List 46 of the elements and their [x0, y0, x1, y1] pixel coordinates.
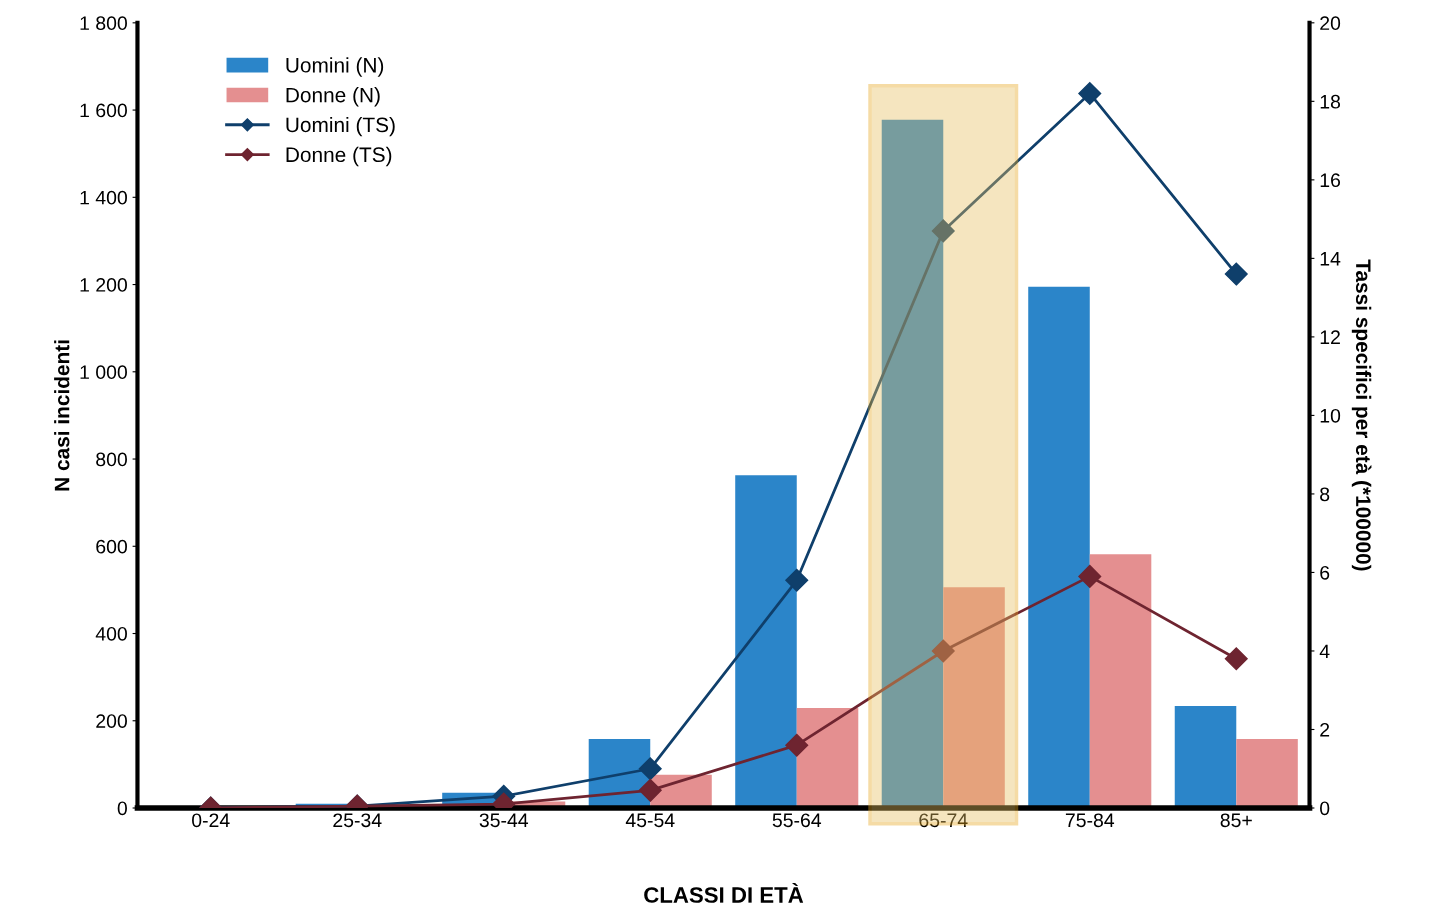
point: [785, 568, 809, 592]
x-axis-title: CLASSI DI ETÀ: [644, 882, 804, 903]
y2-tick-label: 0: [1320, 801, 1330, 816]
y2-axis-title: Tassi specifici per età (*100000): [1351, 259, 1372, 571]
point: [1224, 262, 1248, 286]
point: [1078, 81, 1102, 105]
point: [785, 733, 809, 757]
y-tick-label: 800: [96, 452, 127, 467]
y-tick-label: 400: [95, 626, 127, 641]
x-tick-label: 25-34: [333, 813, 382, 828]
point: [1224, 647, 1248, 671]
legend-label: Donne (N): [286, 87, 380, 107]
point: [931, 639, 955, 663]
y2-tick-label: 10: [1320, 408, 1341, 423]
x-tick-label: 65-74: [919, 813, 968, 828]
y-tick-label: 200: [96, 714, 127, 728]
x-tick-label: 75-84: [1065, 813, 1115, 828]
y-axis-title: N casi incidenti: [54, 340, 70, 491]
y-tick-label: 1 400: [80, 190, 127, 205]
y-tick-label: 600: [96, 539, 127, 554]
point: [638, 778, 662, 802]
y-tick-label: 1 200: [80, 278, 127, 292]
y2-tick-label: 6: [1320, 565, 1330, 580]
y2-tick-label: 16: [1320, 173, 1341, 188]
x-tick-label: 45-54: [625, 813, 675, 828]
y-tick-label: 0: [117, 801, 127, 816]
y2-tick-label: 12: [1320, 330, 1340, 344]
x-tick-label: 55-64: [772, 813, 822, 828]
y2-tick-label: 20: [1320, 16, 1341, 31]
legend-label: Uomini (TS): [286, 116, 395, 137]
x-tick-label: 35-44: [479, 813, 529, 828]
point: [1078, 564, 1102, 588]
point: [638, 757, 662, 781]
x-tick-label: 85+: [1220, 813, 1252, 828]
y2-tick-label: 2: [1320, 722, 1330, 737]
y-tick-label: 1 600: [80, 103, 127, 118]
legend-label: Uomini (N): [286, 57, 384, 77]
x-tick-label: 0-24: [192, 813, 230, 828]
y2-tick-label: 8: [1320, 487, 1330, 502]
y2-tick-label: 18: [1320, 94, 1341, 109]
legend-label: Donne (TS): [286, 146, 392, 167]
y2-tick-label: 14: [1320, 252, 1341, 266]
y2-tick-label: 4: [1319, 644, 1330, 659]
point: [931, 219, 955, 243]
y-tick-label: 1 000: [80, 365, 127, 380]
y-tick-label: 1 800: [80, 16, 127, 31]
